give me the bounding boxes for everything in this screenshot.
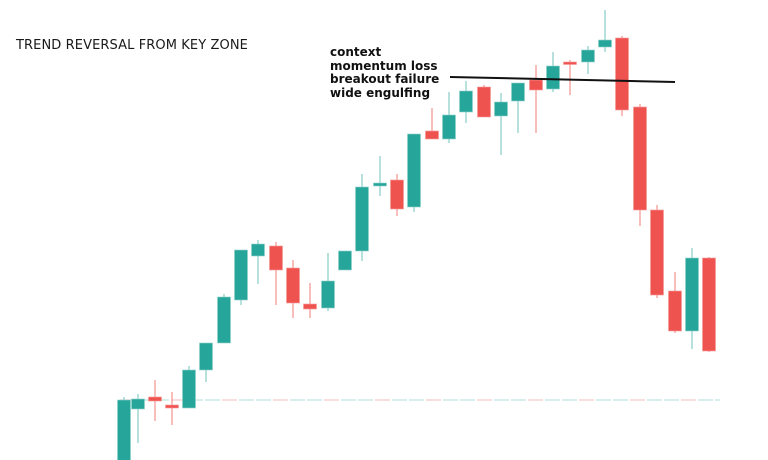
bearish-candle (529, 65, 543, 133)
bullish-candle (459, 81, 473, 123)
bearish-candle (425, 108, 439, 140)
bullish-candle (546, 52, 560, 92)
bullish-candle (234, 249, 248, 305)
bullish-candle (251, 240, 265, 284)
annotation-list: context momentum loss breakout failure w… (330, 45, 440, 100)
bullish-candle (373, 156, 387, 196)
annotation-momentum-loss: momentum loss (330, 58, 438, 73)
annotation-wide-engulfing: wide engulfing (330, 85, 431, 100)
bullish-candle (117, 397, 131, 460)
bearish-candle (563, 60, 577, 95)
bullish-candle (581, 46, 595, 74)
bearish-candle (165, 392, 179, 425)
bearish-candle (702, 257, 716, 352)
bullish-candle (338, 250, 352, 271)
key-level-line (449, 76, 676, 83)
bullish-candle (442, 92, 456, 143)
bearish-candle (286, 260, 300, 318)
bearish-candle (303, 283, 317, 318)
bullish-candle (182, 366, 196, 409)
bullish-candle (511, 82, 525, 133)
bearish-candle (148, 380, 162, 421)
bullish-candle (598, 10, 612, 52)
bearish-candle (269, 242, 283, 305)
bearish-candle (633, 104, 647, 226)
bearish-candle (650, 205, 664, 298)
bullish-candle (199, 342, 213, 382)
bullish-candle (321, 253, 335, 311)
bullish-candle (355, 174, 369, 261)
bullish-candle (407, 133, 421, 212)
bearish-candle (615, 36, 629, 116)
chart-title: TREND REVERSAL FROM KEY ZONE (16, 38, 248, 53)
candles (117, 10, 716, 460)
annotation-context: context (330, 45, 382, 59)
bearish-candle (668, 272, 682, 333)
bearish-candle (390, 174, 404, 216)
bearish-candle (477, 85, 491, 118)
bullish-candle (685, 248, 699, 349)
annotation-breakout-failure: breakout failure (330, 72, 440, 86)
bullish-candle (131, 394, 145, 443)
bullish-candle (494, 93, 508, 155)
bullish-candle (217, 294, 231, 344)
